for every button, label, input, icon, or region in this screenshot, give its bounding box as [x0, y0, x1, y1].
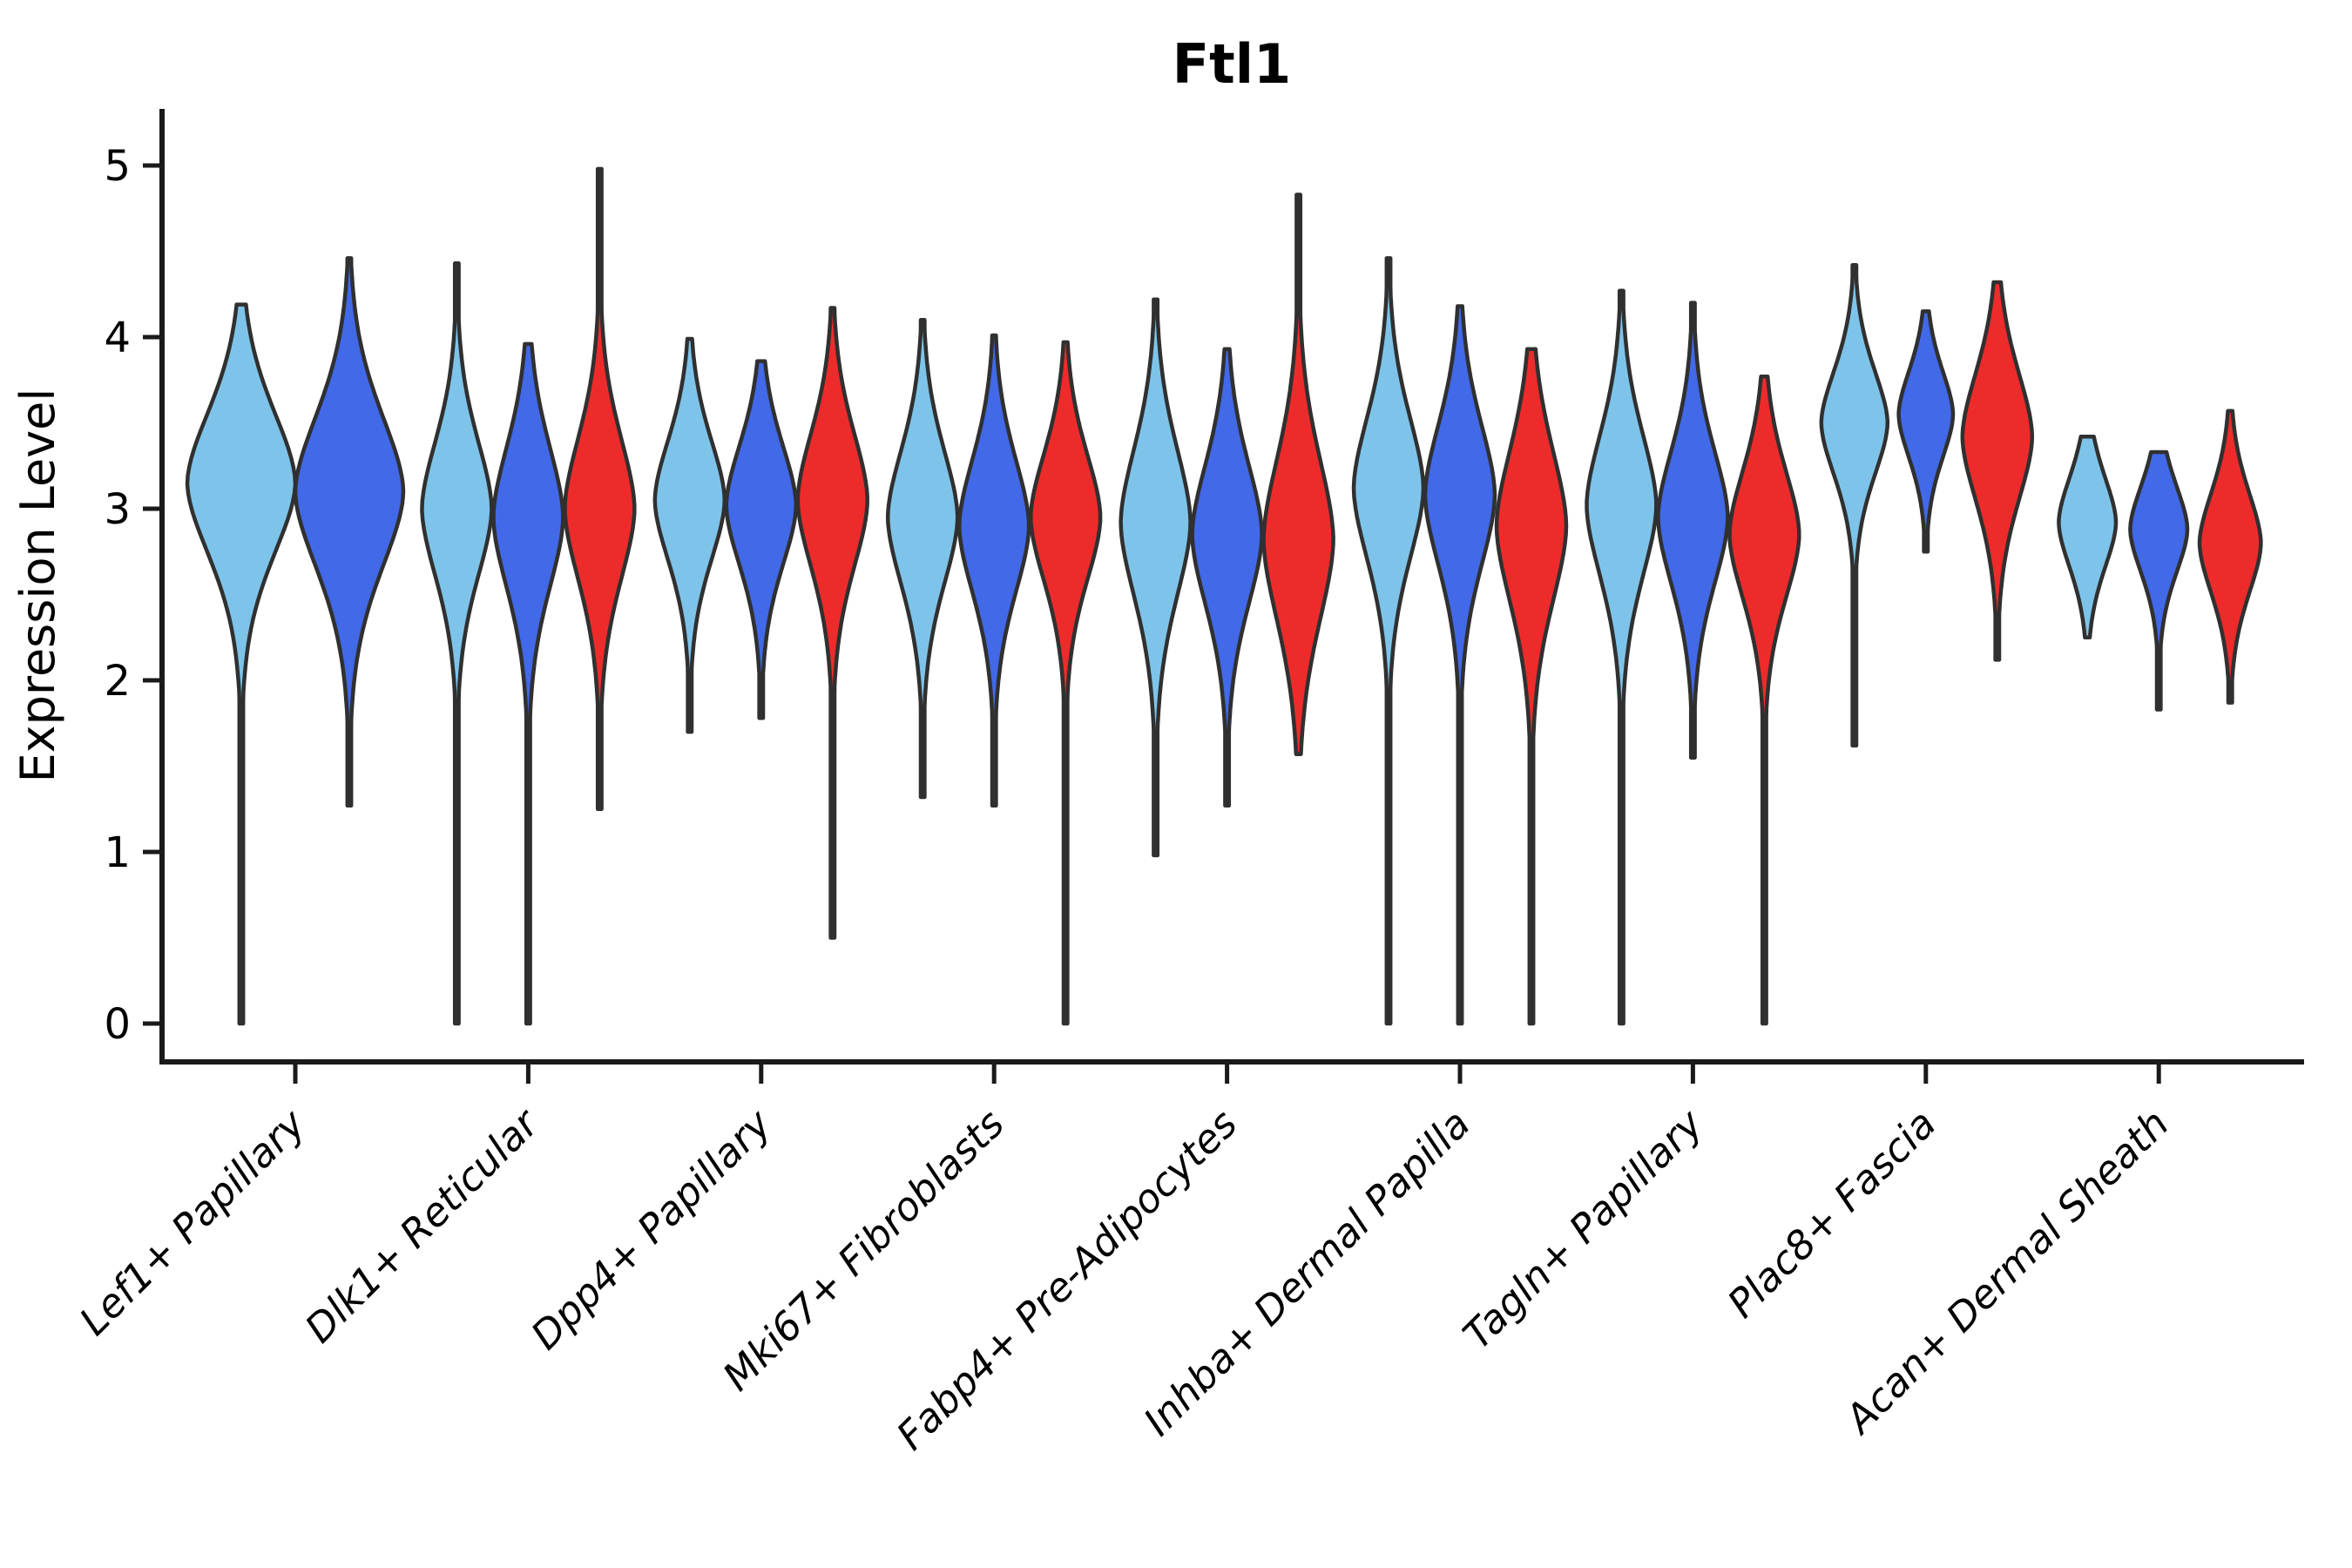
y-tick-label: 3 — [104, 485, 131, 534]
page-title: Ftl1 — [1173, 32, 1291, 96]
violins — [185, 166, 2263, 1026]
violin-inhba+-skyblue — [1351, 256, 1426, 1026]
violin-inhba+-royalblue — [1423, 304, 1497, 1026]
violin-fabp4+-royalblue — [1190, 347, 1264, 808]
violin-mki67+-skyblue — [885, 318, 960, 800]
violin-tagln+-red — [1727, 375, 1801, 1026]
violin-acan+-royalblue — [2128, 449, 2190, 712]
x-tick-label: Plac8+ Fascia — [1719, 1100, 1945, 1327]
y-tick-label: 5 — [104, 142, 131, 191]
violin-plac8+-skyblue — [1819, 263, 1890, 748]
y-axis-label: Expression Level — [10, 389, 65, 783]
violin-lef1+-skyblue — [185, 302, 298, 1026]
violin-fabp4+-skyblue — [1119, 297, 1193, 858]
y-tick-label: 0 — [104, 1000, 131, 1049]
violin-acan+-red — [2197, 409, 2263, 705]
violin-dpp4+-skyblue — [652, 336, 727, 734]
x-tick-label: Dlk1+ Reticular — [296, 1099, 549, 1352]
y-tick-label: 4 — [104, 314, 131, 362]
x-tick-label: Lef1+ Papillary — [71, 1099, 315, 1344]
violin-dlk1+-red — [563, 166, 637, 812]
violin-acan+-skyblue — [2057, 435, 2119, 640]
violin-plac8+-royalblue — [1896, 309, 1956, 554]
violin-lef1+-royalblue — [293, 256, 406, 808]
violin-mki67+-red — [1029, 340, 1103, 1026]
y-tick-label: 1 — [104, 828, 131, 877]
x-tick-label: Dpp4+ Papillary — [522, 1099, 781, 1358]
violin-tagln+-royalblue — [1656, 301, 1730, 760]
violin-fabp4+-red — [1261, 193, 1335, 756]
x-tick-label: Tagln+ Papillary — [1454, 1099, 1713, 1358]
violin-inhba+-red — [1494, 347, 1569, 1026]
violin-tagln+-skyblue — [1585, 288, 1659, 1026]
violin-dlk1+-skyblue — [420, 261, 494, 1026]
violin-mki67+-royalblue — [957, 333, 1031, 808]
violin-plac8+-red — [1960, 280, 2035, 662]
y-tick-label: 2 — [104, 657, 131, 706]
violin-dlk1+-royalblue — [491, 341, 565, 1026]
violin-dpp4+-royalblue — [724, 359, 799, 720]
violin-dpp4+-red — [795, 306, 869, 940]
